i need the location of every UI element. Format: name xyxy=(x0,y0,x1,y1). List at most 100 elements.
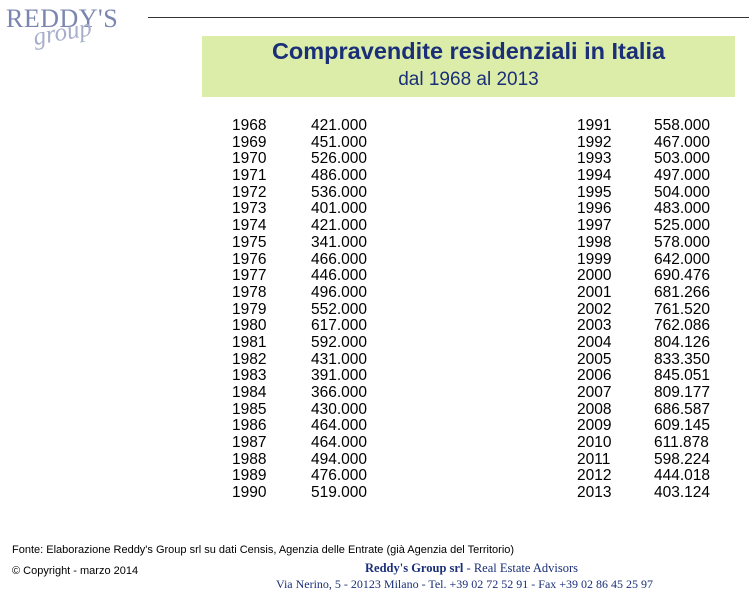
year-cell: 2004 xyxy=(577,333,612,351)
sales-value-cell: 483.000 xyxy=(654,200,711,218)
year-cell: 2009 xyxy=(577,417,612,435)
sales-value-cell: 833.350 xyxy=(654,350,711,368)
year-cell: 1993 xyxy=(577,150,612,168)
sales-value-cell: 467.000 xyxy=(654,133,711,151)
company-name: Reddy's Group srl xyxy=(365,561,464,575)
year-cell: 1990 xyxy=(232,484,267,502)
year-cell: 1971 xyxy=(232,167,267,185)
year-cell: 2011 xyxy=(577,450,611,468)
year-cell: 1972 xyxy=(232,183,267,201)
sales-value-cell: 611.878 xyxy=(654,434,709,452)
year-cell: 1997 xyxy=(577,217,612,235)
year-cell: 1994 xyxy=(577,167,612,185)
sales-value-cell: 609.145 xyxy=(654,417,711,435)
year-cell: 1973 xyxy=(232,200,267,218)
sales-value-cell: 578.000 xyxy=(654,233,711,251)
sales-value-cell: 494.000 xyxy=(311,450,368,468)
sales-value-cell: 496.000 xyxy=(311,283,368,301)
year-cell: 1982 xyxy=(232,350,267,368)
sales-value-cell: 366.000 xyxy=(311,384,368,401)
year-cell: 2012 xyxy=(577,467,612,485)
year-cell: 1978 xyxy=(232,283,267,301)
sales-value-cell: 526.000 xyxy=(311,150,368,168)
sales-value-cell: 421.000 xyxy=(311,217,368,235)
copyright-note: © Copyright - marzo 2014 xyxy=(12,565,139,577)
source-note: Fonte: Elaborazione Reddy's Group srl su… xyxy=(12,544,515,556)
sales-value-cell: 451.000 xyxy=(311,133,368,151)
year-cell: 2003 xyxy=(577,317,612,335)
year-cell: 1992 xyxy=(577,133,612,151)
year-cell: 1979 xyxy=(232,300,267,318)
sales-value-cell: 431.000 xyxy=(311,350,368,368)
sales-value-cell: 391.000 xyxy=(311,367,368,385)
sales-value-cell: 592.000 xyxy=(311,333,368,351)
sales-value-cell: 552.000 xyxy=(311,300,368,318)
sales-value-cell: 403.124 xyxy=(654,484,711,502)
sales-value-cell: 642.000 xyxy=(654,250,711,268)
sales-value-cell: 617.000 xyxy=(311,317,368,335)
year-cell: 1981 xyxy=(232,333,267,351)
year-cell: 1974 xyxy=(232,217,267,235)
year-cell: 1983 xyxy=(232,367,267,385)
sales-value-cell: 519.000 xyxy=(311,484,368,502)
sales-value-cell: 809.177 xyxy=(654,384,711,401)
year-cell: 2002 xyxy=(577,300,612,318)
sales-value-cell: 497.000 xyxy=(654,167,711,185)
sales-value-cell: 762.086 xyxy=(654,317,711,335)
year-cell: 1980 xyxy=(232,317,267,335)
sales-value-cell: 761.520 xyxy=(654,300,711,318)
logo-wordmark: REDDY'S xyxy=(6,4,119,33)
sales-value-cell: 446.000 xyxy=(311,267,368,285)
sales-value-cell: 401.000 xyxy=(311,200,368,218)
sales-value-cell: 476.000 xyxy=(311,467,368,485)
sales-value-cell: 536.000 xyxy=(311,183,368,201)
year-cell: 1975 xyxy=(232,233,267,251)
reddys-group-logo: REDDY'S group xyxy=(6,4,146,60)
title-banner: Compravendite residenziali in Italia dal… xyxy=(202,36,735,97)
sales-value-cell: 444.018 xyxy=(654,467,711,485)
year-cell: 2006 xyxy=(577,367,612,385)
page-subtitle: dal 1968 al 2013 xyxy=(398,69,539,90)
sales-value-cell: 430.000 xyxy=(311,400,368,418)
company-line: Reddy's Group srl - Real Estate Advisors xyxy=(365,561,578,576)
year-cell: 1969 xyxy=(232,133,267,151)
year-cell: 1977 xyxy=(232,267,267,285)
sales-value-cell: 804.126 xyxy=(654,333,711,351)
sales-value-cell: 464.000 xyxy=(311,417,368,435)
year-cell: 1999 xyxy=(577,250,612,268)
year-cell: 1987 xyxy=(232,434,267,452)
year-cell: 1985 xyxy=(232,400,267,418)
year-cell: 1968 xyxy=(232,117,267,134)
year-cell: 1970 xyxy=(232,150,267,168)
year-cell: 1989 xyxy=(232,467,267,485)
sales-value-cell: 525.000 xyxy=(654,217,711,235)
year-cell: 1996 xyxy=(577,200,612,218)
year-cell: 1995 xyxy=(577,183,612,201)
company-tagline: - Real Estate Advisors xyxy=(463,561,578,575)
year-cell: 1976 xyxy=(232,250,267,268)
sales-value-cell: 686.587 xyxy=(654,400,711,418)
header-divider xyxy=(148,17,749,18)
year-cell: 2008 xyxy=(577,400,612,418)
year-cell: 1984 xyxy=(232,384,267,401)
year-cell: 2007 xyxy=(577,384,612,401)
sales-value-cell: 845.051 xyxy=(654,367,711,385)
year-cell: 1988 xyxy=(232,450,267,468)
sales-value-cell: 341.000 xyxy=(311,233,368,251)
year-cell: 1991 xyxy=(577,117,612,134)
sales-value-cell: 503.000 xyxy=(654,150,711,168)
sales-value-cell: 464.000 xyxy=(311,434,368,452)
sales-value-cell: 466.000 xyxy=(311,250,368,268)
page-title: Compravendite residenziali in Italia xyxy=(271,38,666,64)
sales-value-cell: 486.000 xyxy=(311,167,368,185)
year-cell: 2000 xyxy=(577,267,612,285)
year-cell: 2005 xyxy=(577,350,612,368)
sales-value-cell: 690.476 xyxy=(654,267,711,285)
sales-value-cell: 558.000 xyxy=(654,117,711,134)
year-cell: 1986 xyxy=(232,417,267,435)
company-address: Via Nerino, 5 - 20123 Milano - Tel. +39 … xyxy=(276,577,654,591)
sales-value-cell: 421.000 xyxy=(311,117,368,134)
sales-value-cell: 681.266 xyxy=(654,283,711,301)
year-cell: 2013 xyxy=(577,484,612,502)
sales-value-cell: 598.224 xyxy=(654,450,711,468)
